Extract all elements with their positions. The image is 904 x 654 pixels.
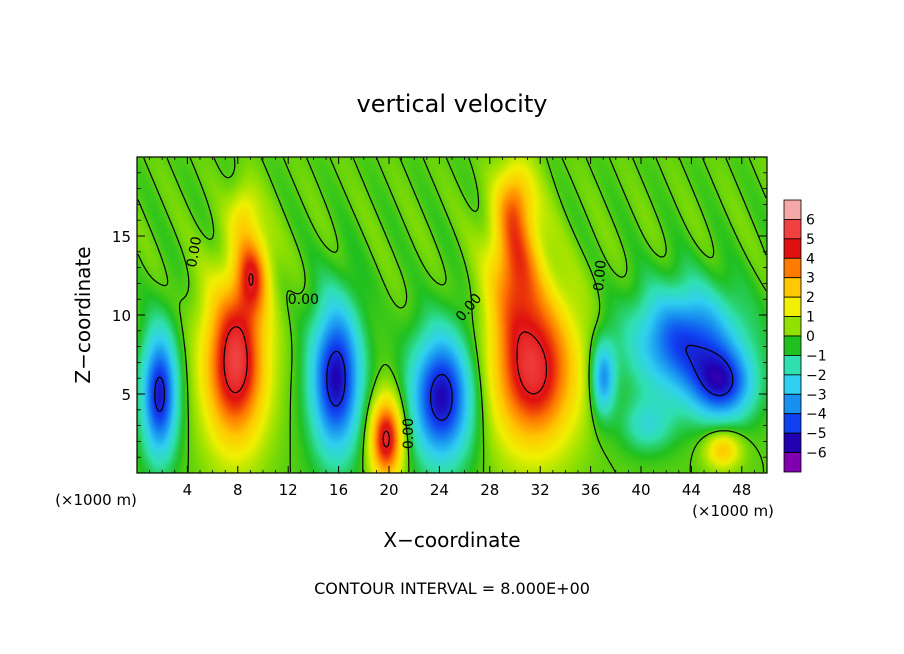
colorbar-label: −3 [806,387,827,403]
colorbar-label: 1 [806,310,815,326]
colorbar-label: −4 [806,407,827,423]
colorbar-swatch [783,393,802,415]
colorbar-swatch [783,413,802,434]
colorbar-swatch [783,238,802,259]
x-tick-label: 48 [732,481,751,499]
contour-line [154,344,734,421]
x-tick-label: 40 [631,481,650,499]
colorbar-label: 4 [806,251,815,267]
colorbar-label: −1 [806,348,827,364]
heatmap-field [137,157,767,473]
x-tick-label: 16 [329,481,348,499]
x-unit-right: (×1000 m) [692,502,774,520]
x-tick-label: 8 [233,481,243,499]
colorbar-swatch [783,296,802,317]
x-tick-label: 12 [279,481,298,499]
colorbar-swatch [783,374,802,395]
colorbar-label: 5 [806,232,815,248]
colorbar-swatch [783,199,802,220]
chart-title: vertical velocity [357,90,548,118]
x-tick-label: 36 [581,481,600,499]
y-axis-label: Z−coordinate [71,246,95,383]
plot-area: 0.000.00 0.000.000.00 4 8 12 16 20 24 28 32 36 40 4… [112,156,768,499]
colorbar-label: −2 [806,368,827,384]
x-tick-label: 24 [430,481,449,499]
colorbar-label: 2 [806,290,815,306]
colorbar-swatch [783,452,802,473]
x-tick-label: 4 [183,481,193,499]
contour-lines [137,157,767,473]
colorbar: 6 5 4 3 2 1 0 −1 −2 −3 −4 −5 −6 [783,199,827,473]
colorbar-label: −6 [806,446,827,462]
y-axis: 5 10 15 [112,172,767,458]
colorbar-label: 3 [806,271,815,287]
colorbar-label: −5 [806,426,827,442]
contour-label: 0.00 [591,259,610,291]
x-tick-label: 28 [480,481,499,499]
x-tick-label: 32 [531,481,550,499]
contour-interval-note: CONTOUR INTERVAL = 8.000E+00 [314,579,590,598]
contour-label: 0.00 [401,418,417,449]
contour-label: 0.00 [288,292,319,308]
x-tick-label: 20 [379,481,398,499]
colorbar-swatch [783,335,802,356]
colorbar-swatch [783,219,802,240]
colorbar-swatch [783,257,802,279]
y-tick-label: 15 [112,228,131,246]
y-tick-label: 10 [112,307,131,325]
x-axis-label: X−coordinate [383,528,520,552]
colorbar-label: 0 [806,329,815,345]
colorbar-swatch [783,277,802,298]
x-axis: 4 8 12 16 20 24 28 32 36 40 44 48 [149,157,755,499]
colorbar-swatch [783,316,802,337]
x-unit-left: (×1000 m) [55,491,137,509]
x-tick-label: 44 [682,481,701,499]
contour-line [223,273,548,448]
colorbar-label: 6 [806,212,815,228]
contour-line [137,157,767,473]
colorbar-swatch [783,432,802,453]
y-tick-label: 5 [121,386,131,404]
colorbar-swatch [783,355,802,376]
contour-label: 0.00 [184,235,205,268]
